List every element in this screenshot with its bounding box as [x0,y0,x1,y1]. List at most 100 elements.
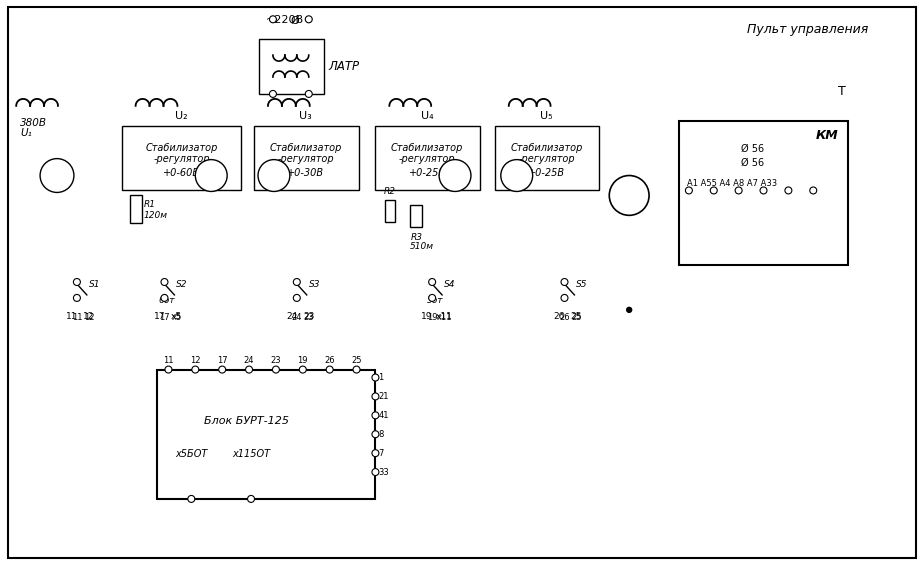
Circle shape [165,366,172,373]
Circle shape [73,279,80,285]
Circle shape [429,294,435,301]
Circle shape [760,187,767,194]
Text: 25: 25 [351,355,362,364]
Text: 11: 11 [72,313,82,322]
Text: Стабилизатор: Стабилизатор [145,143,217,153]
Text: 25: 25 [571,313,582,322]
Circle shape [73,294,80,301]
Circle shape [711,187,717,194]
Text: х115ОТ: х115ОТ [232,449,270,459]
Text: ЛАТР: ЛАТР [329,59,359,72]
Circle shape [372,450,379,457]
Circle shape [248,496,254,502]
Text: 12: 12 [190,355,201,364]
Circle shape [626,307,632,312]
Circle shape [299,366,306,373]
Circle shape [246,366,252,373]
Circle shape [188,496,195,502]
Text: 1: 1 [379,373,383,382]
Text: 24: 24 [292,313,302,322]
Text: 120м: 120м [143,211,167,220]
Circle shape [161,294,168,301]
Text: -регулятор: -регулятор [153,154,210,164]
Text: S4: S4 [444,280,456,289]
Text: Ø 56: Ø 56 [741,158,764,168]
Text: A2: A2 [447,171,462,181]
Text: Блок БУРТ-125: Блок БУРТ-125 [203,416,288,427]
Text: Стабилизатор: Стабилизатор [391,143,463,153]
Text: U₃: U₃ [299,111,312,121]
Text: 510м: 510м [410,242,434,251]
Text: 380В: 380В [20,118,47,128]
Circle shape [270,16,276,23]
Circle shape [609,176,649,215]
Circle shape [372,374,379,381]
Text: A1 A55 A4 A8 A7 A33: A1 A55 A4 A8 A7 A33 [687,179,777,188]
Text: R1: R1 [143,201,155,210]
Circle shape [784,187,792,194]
Text: 17: 17 [159,313,170,322]
Text: 7: 7 [379,449,383,458]
Text: 12: 12 [83,312,94,321]
Circle shape [195,159,227,192]
Bar [410,206,422,227]
Text: 5от: 5от [427,296,444,305]
Text: 6от: 6от [158,296,175,305]
Text: Стабилизатор: Стабилизатор [510,143,583,153]
Text: +0-25В: +0-25В [408,168,445,177]
Text: x11: x11 [436,313,452,322]
Text: 25: 25 [571,312,582,321]
Text: V1: V1 [50,171,65,181]
Text: +0-30В: +0-30В [287,168,324,177]
Text: 12: 12 [85,313,95,322]
Circle shape [293,279,300,285]
Text: 11: 11 [67,312,78,321]
Circle shape [372,468,379,476]
Circle shape [736,187,742,194]
Circle shape [305,16,312,23]
Bar [129,195,141,223]
Circle shape [686,187,692,194]
Circle shape [429,279,435,285]
Text: 23: 23 [303,312,314,321]
Text: x5: x5 [171,312,182,321]
Bar [375,126,480,190]
Circle shape [305,90,312,97]
Text: 19: 19 [427,313,437,322]
Text: 11: 11 [164,355,174,364]
Text: U₄: U₄ [420,111,433,121]
Circle shape [561,294,568,301]
Text: S1: S1 [89,280,101,289]
Text: 24: 24 [286,312,298,321]
Text: КМ: КМ [815,129,838,142]
Bar [385,201,395,222]
Text: Ø 56: Ø 56 [741,144,764,154]
Circle shape [809,187,817,194]
Bar [254,126,359,190]
Text: 26: 26 [559,313,570,322]
Text: УС: УС [622,190,637,201]
Text: R2: R2 [383,188,395,197]
Bar [495,126,600,190]
Circle shape [439,159,471,192]
Bar [259,39,323,94]
Text: 26: 26 [553,312,565,321]
Text: A1: A1 [204,171,219,181]
Text: 19: 19 [298,355,308,364]
Text: 24: 24 [244,355,254,364]
Circle shape [270,90,276,97]
Circle shape [372,431,379,438]
Text: T: T [838,85,845,98]
Bar [122,126,241,190]
Text: Пульт управления: Пульт управления [747,23,868,36]
Text: +0-25В: +0-25В [528,168,565,177]
Text: V2: V2 [266,171,281,181]
Circle shape [326,366,334,373]
Text: 41: 41 [379,411,389,420]
Circle shape [293,294,300,301]
Text: 19: 19 [421,312,433,321]
Circle shape [192,366,199,373]
Circle shape [40,159,74,193]
Text: 21: 21 [379,392,389,401]
Circle shape [161,279,168,285]
